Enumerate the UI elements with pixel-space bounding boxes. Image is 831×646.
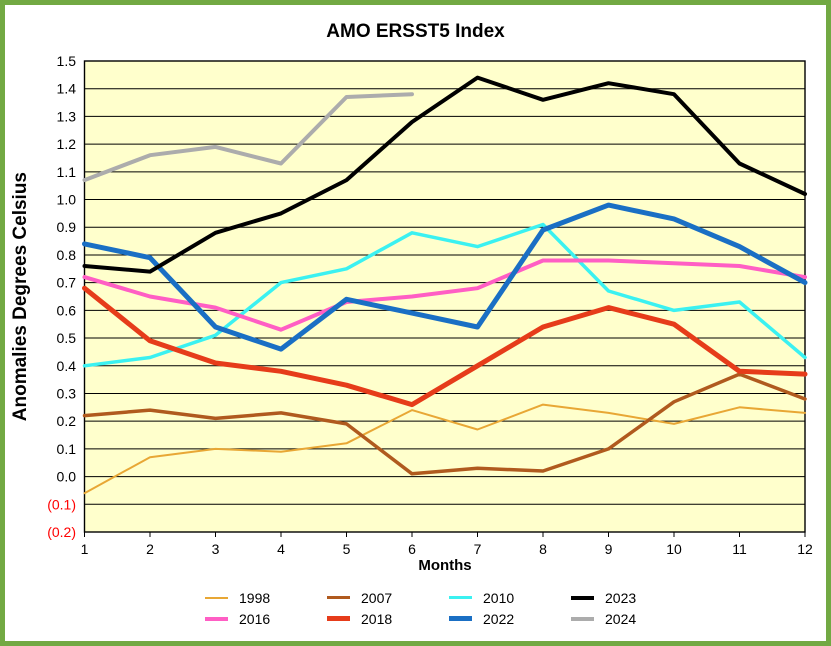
y-tick-label: 0.9 (57, 219, 77, 235)
y-tick-label: 1.1 (57, 164, 77, 180)
legend-swatch-2023 (571, 595, 594, 600)
legend-label-2010: 2010 (483, 589, 515, 606)
legend-swatch-2024 (571, 616, 594, 621)
legend-item-2007: 2007 (327, 590, 449, 606)
y-tick-label: 1.3 (57, 108, 77, 124)
x-tick-label: 3 (212, 541, 220, 557)
legend-item-1998: 1998 (205, 590, 327, 606)
legend-label-2007: 2007 (361, 589, 393, 606)
x-tick-label: 2 (146, 541, 154, 557)
legend-label-2022: 2022 (483, 610, 515, 627)
y-tick-label: (0.1) (47, 496, 76, 512)
x-tick-label: 5 (343, 541, 351, 557)
legend-item-2023: 2023 (571, 590, 693, 606)
y-tick-label: 0.6 (57, 302, 77, 318)
legend-swatch-2022 (449, 616, 472, 621)
y-tick-label: 0.7 (57, 275, 77, 291)
x-axis-title: Months (418, 557, 472, 574)
x-tick-label: 9 (605, 541, 613, 557)
y-tick-label: (0.2) (47, 524, 76, 540)
plot-background (84, 61, 805, 532)
y-tick-label: 1.2 (57, 136, 77, 152)
legend-swatch-2018 (327, 616, 350, 621)
legend-swatch-2016 (205, 616, 228, 621)
legend-swatch-2010 (449, 595, 472, 600)
y-tick-label: 0.4 (57, 358, 77, 374)
plot-border (83, 60, 806, 533)
y-tick-label: 1.0 (57, 192, 77, 208)
x-tick-label: 7 (474, 541, 482, 557)
series-line-2018 (82, 285, 808, 408)
legend-item-2022: 2022 (449, 611, 571, 627)
series-line-1998 (83, 403, 806, 495)
legend-label-2018: 2018 (361, 610, 393, 627)
y-tick-label: 0.3 (57, 385, 77, 401)
legend-label-1998: 1998 (239, 589, 271, 606)
legend-item-2024: 2024 (571, 611, 693, 627)
legend-swatch-1998 (205, 596, 228, 599)
legend-label-2023: 2023 (605, 589, 637, 606)
series-line-2007 (82, 372, 807, 476)
series-line-2023 (82, 75, 807, 274)
x-tick-label: 12 (797, 541, 813, 557)
y-tick-label: 1.4 (57, 81, 77, 97)
series-line-2010 (82, 222, 807, 368)
series-line-2022 (82, 202, 808, 352)
y-tick-label: 1.5 (57, 53, 77, 69)
x-tick-label: 10 (666, 541, 682, 557)
series-line-2016 (82, 258, 807, 332)
y-tick-label: 0.0 (57, 469, 77, 485)
x-tick-label: 11 (732, 541, 747, 557)
legend-swatch-2007 (327, 595, 350, 600)
legend-item-2018: 2018 (327, 611, 449, 627)
y-tick-label: 0.5 (57, 330, 77, 346)
y-tick-label: 0.1 (57, 441, 77, 457)
legend-item-2010: 2010 (449, 590, 571, 606)
x-tick-label: 4 (277, 541, 285, 557)
legend-item-2016: 2016 (205, 611, 327, 627)
legend-label-2016: 2016 (239, 610, 271, 627)
x-tick-label: 8 (539, 541, 547, 557)
chart-title: AMO ERSST5 Index (326, 21, 505, 42)
legend-label-2024: 2024 (605, 610, 637, 627)
legend: 1998 2007 2010 2023 2016 2018 2022 2024 (205, 587, 693, 629)
x-tick-label: 1 (81, 541, 89, 557)
y-tick-label: 0.8 (57, 247, 77, 263)
series-line-2024 (82, 92, 414, 183)
x-tick-label: 6 (408, 541, 416, 557)
y-tick-label: 0.2 (57, 413, 77, 429)
